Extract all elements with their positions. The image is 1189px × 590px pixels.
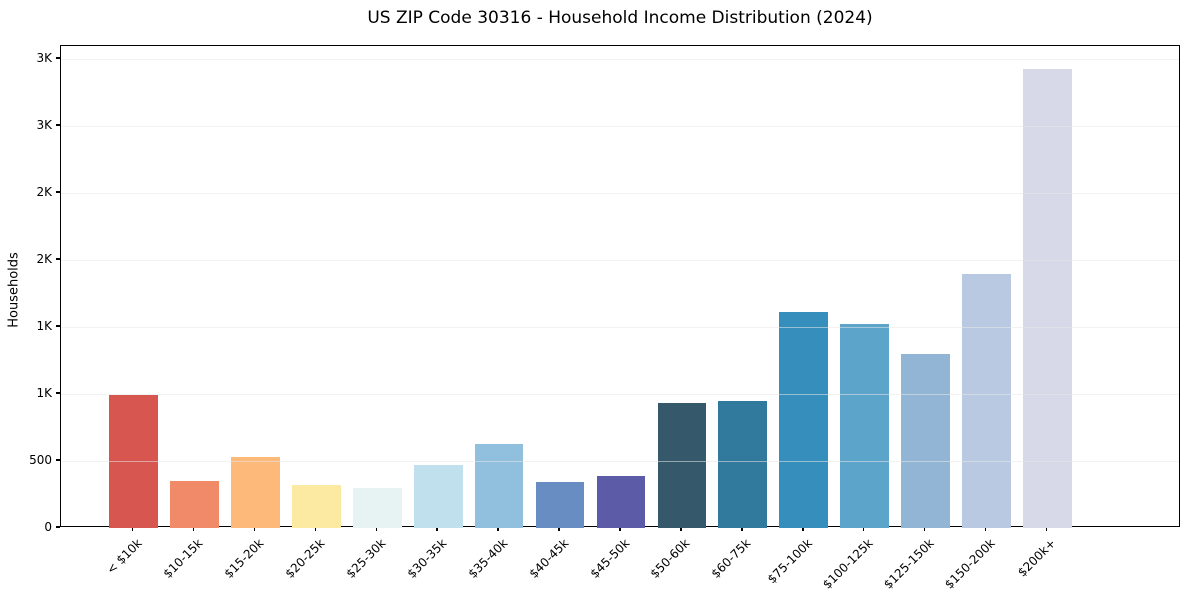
x-tick-label-3: $20-25k [282, 536, 328, 581]
x-tick-label-5: $30-35k [404, 536, 450, 581]
chart-title: US ZIP Code 30316 - Household Income Dis… [367, 8, 873, 28]
y-tick-mark-0 [56, 526, 60, 528]
x-tick-mark-8 [619, 527, 621, 531]
x-tick-mark-1 [192, 527, 195, 531]
x-tick-mark-5 [436, 527, 438, 531]
bar-$100-125k [840, 324, 890, 528]
x-tick-mark-0 [131, 527, 134, 531]
x-tick-mark-6 [497, 527, 499, 531]
x-tick-mark-7 [558, 527, 560, 531]
bar-$60-75k [718, 400, 768, 528]
x-tick-mark-15 [1045, 527, 1048, 531]
plot-area [60, 45, 1180, 528]
y-tick-label-1000: 1K [36, 385, 52, 400]
x-tick-label-8: $45-50k [587, 536, 632, 581]
x-tick-label-15: $200k+ [1014, 536, 1059, 580]
y-tick-label-3000: 3K [36, 117, 52, 132]
x-tick-label-7: $40-45k [526, 536, 571, 581]
bar-$20-25k [291, 485, 341, 528]
gridline-2500 [61, 192, 1179, 194]
x-tick-mark-14 [984, 527, 987, 531]
bar-$200k+ [1023, 68, 1072, 528]
x-tick-label-12: $100-125k [819, 536, 876, 590]
x-tick-mark-13 [923, 527, 926, 531]
x-tick-mark-3 [314, 527, 317, 531]
y-tick-mark-3000 [56, 124, 60, 126]
y-tick-label-0: 0 [44, 520, 52, 534]
x-tick-label-2: $15-20k [221, 536, 267, 581]
gridline-1500 [61, 326, 1179, 328]
x-tick-label-0: < $10k [103, 536, 145, 577]
bar-$25-30k [352, 487, 402, 528]
bar-$45-50k [596, 475, 646, 528]
bar-$40-45k [535, 482, 585, 528]
x-tick-mark-9 [680, 527, 682, 531]
x-tick-label-14: $150-200k [941, 536, 998, 590]
bar-$35-40k [474, 443, 524, 528]
bar-$150-200k [962, 273, 1011, 528]
x-tick-label-9: $50-60k [647, 536, 693, 581]
gridline-1000 [61, 393, 1179, 395]
y-tick-mark-2000 [56, 258, 60, 260]
x-tick-label-1: $10-15k [160, 536, 206, 581]
bar-$75-100k [779, 312, 829, 528]
x-tick-label-6: $35-40k [465, 536, 511, 581]
x-tick-mark-2 [253, 527, 256, 531]
x-tick-mark-12 [862, 527, 865, 531]
x-tick-label-11: $75-100k [764, 536, 815, 587]
bar-$10-15k [170, 481, 219, 528]
bar-$30-35k [413, 465, 463, 528]
y-tick-label-500: 500 [29, 452, 52, 467]
gridline-2000 [61, 259, 1179, 261]
bar-$15-20k [231, 456, 280, 528]
y-tick-label-3500: 3K [36, 50, 52, 65]
y-tick-mark-3500 [56, 57, 60, 59]
y-tick-label-2500: 2K [36, 184, 52, 199]
gridline-500 [61, 460, 1179, 462]
x-tick-label-13: $125-150k [880, 536, 937, 590]
x-tick-mark-11 [802, 527, 804, 531]
y-tick-label-1500: 1K [36, 318, 52, 333]
x-tick-label-10: $60-75k [708, 536, 754, 581]
y-tick-mark-1500 [56, 325, 60, 327]
gridline-3500 [61, 58, 1179, 60]
y-tick-mark-2500 [56, 191, 60, 193]
x-tick-mark-4 [375, 527, 377, 531]
bar-$50-60k [657, 402, 707, 528]
gridline-3000 [61, 125, 1179, 127]
bar-$125-150k [901, 353, 951, 528]
x-tick-label-4: $25-30k [343, 536, 389, 581]
y-tick-mark-500 [56, 459, 60, 461]
x-tick-mark-10 [741, 527, 743, 531]
y-tick-label-2000: 2K [36, 251, 52, 266]
y-tick-mark-1000 [56, 392, 60, 394]
